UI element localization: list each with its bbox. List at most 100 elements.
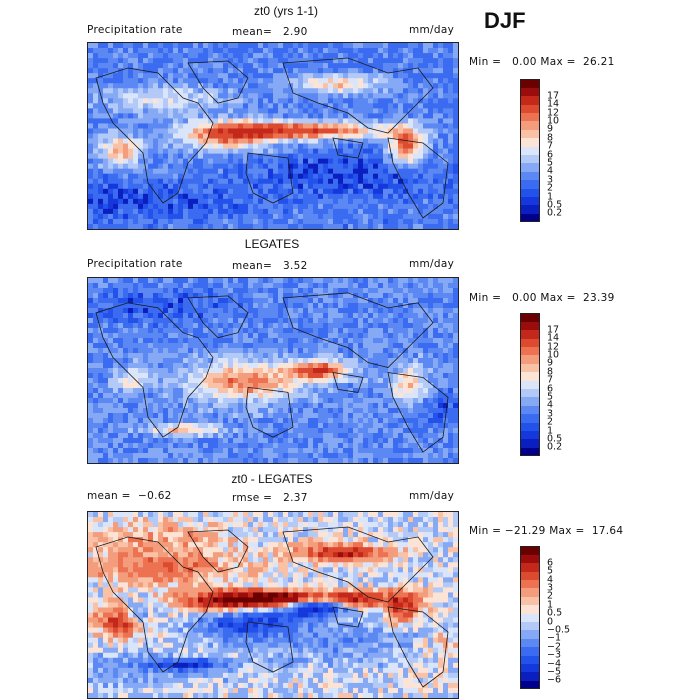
field-cell xyxy=(248,78,254,84)
field-cell xyxy=(213,43,219,49)
field-cell xyxy=(318,73,324,79)
field-cell xyxy=(393,163,399,169)
field-cell xyxy=(153,203,159,210)
field-cell xyxy=(198,378,204,384)
field-cell xyxy=(223,103,229,109)
field-cell xyxy=(118,183,124,190)
field-cell xyxy=(178,193,184,200)
field-cell xyxy=(228,373,234,379)
field-cell xyxy=(383,213,389,220)
field-cell xyxy=(428,108,434,114)
field-cell xyxy=(333,168,339,175)
field-cell xyxy=(333,58,339,64)
field-cell xyxy=(413,313,419,319)
field-cell xyxy=(353,108,359,114)
field-cell xyxy=(363,43,369,49)
field-cell xyxy=(268,113,274,119)
field-cell xyxy=(313,73,319,79)
field-cell xyxy=(93,88,99,94)
field-cell xyxy=(98,403,104,409)
field-cell xyxy=(193,363,199,369)
field-cell xyxy=(443,58,449,64)
field-cell xyxy=(328,383,334,389)
field-cell xyxy=(288,218,294,225)
field-cell xyxy=(318,378,324,384)
field-cell xyxy=(218,308,224,314)
field-cell xyxy=(408,393,414,399)
field-cell xyxy=(418,318,424,324)
field-cell xyxy=(368,113,374,119)
field-cell xyxy=(443,408,449,414)
field-cell xyxy=(373,338,379,344)
field-cell xyxy=(438,143,444,149)
field-cell xyxy=(178,348,184,354)
field-cell xyxy=(88,368,94,374)
field-cell xyxy=(403,63,409,69)
field-cell xyxy=(308,203,314,210)
field-cell xyxy=(343,63,349,69)
field-cell xyxy=(243,53,249,59)
field-cell xyxy=(113,313,119,319)
field-cell xyxy=(168,278,174,284)
field-cell xyxy=(318,298,324,304)
field-cell xyxy=(293,108,299,114)
field-cell xyxy=(238,148,244,154)
field-cell xyxy=(268,63,274,69)
field-cell xyxy=(133,123,139,129)
field-cell xyxy=(268,163,274,169)
field-cell xyxy=(213,78,219,84)
field-cell xyxy=(168,48,174,54)
field-cell xyxy=(153,278,159,284)
field-cell xyxy=(168,338,174,344)
field-cell xyxy=(343,353,349,359)
field-cell xyxy=(393,323,399,329)
colorbar-tick-label: 14 xyxy=(547,98,560,110)
field-cell xyxy=(133,213,139,220)
field-cell xyxy=(148,68,154,74)
field-cell xyxy=(108,88,114,94)
field-cell xyxy=(258,138,264,144)
field-cell xyxy=(403,223,409,229)
field-cell xyxy=(228,73,234,79)
field-cell xyxy=(363,153,369,159)
field-cell xyxy=(138,343,144,349)
field-cell xyxy=(238,353,244,359)
field-cell xyxy=(178,413,184,419)
field-cell xyxy=(138,403,144,409)
field-cell xyxy=(178,103,184,109)
field-cell xyxy=(363,328,369,334)
field-cell xyxy=(243,318,249,324)
field-cell xyxy=(188,53,194,59)
field-cell xyxy=(353,123,359,129)
field-cell xyxy=(288,188,294,195)
field-cell xyxy=(313,318,319,324)
field-cell xyxy=(383,423,389,429)
field-cell xyxy=(343,98,349,104)
field-cell xyxy=(198,308,204,314)
field-cell xyxy=(223,343,229,349)
field-cell xyxy=(258,148,264,154)
field-cell xyxy=(318,118,324,124)
field-cell xyxy=(438,278,444,284)
field-cell xyxy=(423,363,429,369)
field-cell xyxy=(218,208,224,215)
field-cell xyxy=(283,278,289,284)
field-cell xyxy=(428,133,434,139)
field-cell xyxy=(228,178,234,185)
field-cell xyxy=(218,83,224,89)
field-cell xyxy=(378,283,384,289)
field-cell xyxy=(443,313,449,319)
field-cell xyxy=(383,338,389,344)
field-cell xyxy=(138,358,144,364)
field-cell xyxy=(273,333,279,339)
field-cell xyxy=(353,368,359,374)
field-cell xyxy=(168,343,174,349)
field-cell xyxy=(138,48,144,54)
field-cell xyxy=(278,323,284,329)
field-cell xyxy=(448,93,454,99)
field-cell xyxy=(278,298,284,304)
field-cell xyxy=(178,293,184,299)
field-cell xyxy=(98,288,104,294)
field-cell xyxy=(273,113,279,119)
field-cell xyxy=(333,83,339,89)
